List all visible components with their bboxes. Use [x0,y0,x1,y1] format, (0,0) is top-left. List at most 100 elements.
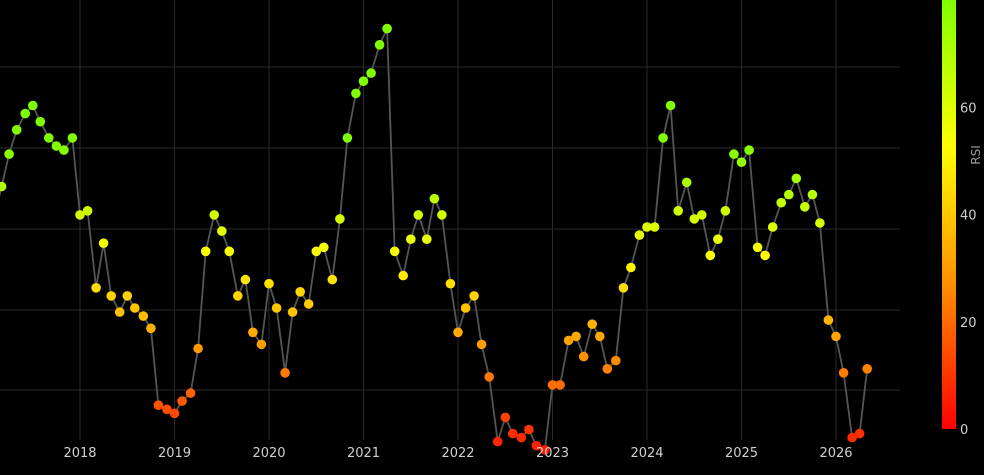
data-point [406,234,416,244]
data-point [295,287,306,297]
data-point [374,40,385,50]
data-point [389,246,400,257]
data-point [634,230,645,240]
data-point [500,412,511,423]
data-point [767,222,778,232]
x-tick-label-2021: 2021 [347,446,380,461]
data-point [531,440,542,451]
data-point [67,133,78,143]
colorbar-title: RSI [969,145,983,165]
data-point [752,242,763,253]
x-tick-label-2019: 2019 [158,446,191,461]
data-point [831,331,841,342]
data-point [547,380,558,390]
data-point [492,436,503,447]
data-point [516,432,527,443]
data-point [508,428,518,439]
data-point [681,177,692,188]
data-point [146,323,156,334]
data-point [398,270,409,281]
data-point [540,445,550,455]
data-point [335,214,345,224]
data-point [665,100,676,111]
data-point [815,218,825,228]
colorbar-tick-60: 60 [960,101,977,116]
data-point [122,291,133,301]
data-point [445,278,456,289]
data-point [327,274,338,285]
data-point [342,133,353,143]
data-point [224,246,235,257]
colorbar: 0 20 40 60 RSI [942,0,983,438]
data-point [658,133,668,143]
data-point [422,234,432,244]
data-point [854,428,865,439]
data-point [705,250,716,261]
data-point [862,364,872,374]
data-point [649,222,660,232]
data-point [611,355,621,366]
data-point [114,307,125,317]
data-point [784,189,794,200]
data-point [59,145,69,155]
data-point [200,246,211,257]
data-point [240,274,251,285]
colorbar-tick-20: 20 [960,316,977,331]
data-point [169,408,180,419]
data-point [51,141,62,151]
colorbar-gradient [942,0,956,429]
data-point [838,368,849,378]
data-point [382,23,392,34]
data-point [791,173,802,184]
data-point [162,404,172,415]
data-point [460,303,471,313]
data-point [689,214,700,224]
data-point [185,388,196,398]
grid-lines [0,0,900,440]
data-point [130,303,140,313]
data-point [602,364,613,374]
data-point [303,299,314,309]
data-point [484,372,495,382]
data-point [98,238,109,248]
data-point [233,291,243,301]
data-point [578,351,589,362]
data-point [4,149,14,159]
x-tick-label-2018: 2018 [63,446,96,461]
data-point [563,335,574,346]
data-point [673,206,683,216]
data-point [437,210,447,220]
data-point [311,246,322,257]
data-point [595,331,605,342]
x-tick-label-2024: 2024 [630,446,663,461]
data-point [413,210,424,220]
series-line [0,28,869,452]
x-tick-label-2020: 2020 [252,446,285,461]
data-point [256,339,267,350]
x-tick-label-2022: 2022 [441,446,474,461]
data-point [736,157,747,167]
data-point [358,76,369,86]
data-points [0,23,872,455]
data-point [524,424,534,435]
data-point [626,262,636,273]
data-point [729,149,739,159]
colorbar-tick-40: 40 [960,209,977,224]
data-point [800,202,810,212]
data-point [217,226,227,236]
data-point [91,283,101,293]
data-point [0,181,7,192]
data-point [823,315,834,325]
data-point [177,396,187,406]
data-point [366,68,376,78]
data-point [351,88,361,99]
data-point [618,283,629,293]
data-point [280,368,290,378]
data-point [75,210,85,220]
data-point [429,193,440,204]
data-point [138,311,149,321]
data-point [20,108,31,119]
data-point [587,319,597,330]
data-point [248,327,258,338]
